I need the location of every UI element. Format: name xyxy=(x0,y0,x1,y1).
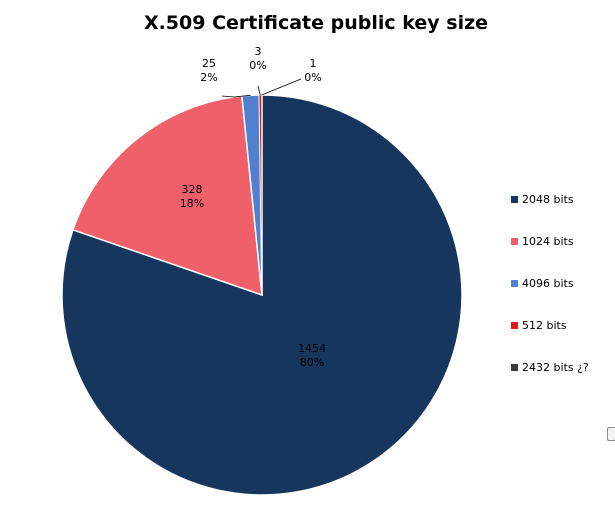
data-label-percent-2048-bits: 80% xyxy=(300,356,324,369)
legend-label-2432-bits: 2432 bits ¿? xyxy=(522,361,589,374)
legend-label-1024-bits: 1024 bits xyxy=(522,235,574,248)
chart-resize-handle[interactable] xyxy=(607,427,615,441)
data-label-value-1024-bits: 328 xyxy=(182,183,203,196)
leader-line-2432-bits xyxy=(261,78,302,96)
legend-item-1024-bits: 1024 bits xyxy=(511,235,574,248)
legend-item-2432-bits: 2432 bits ¿? xyxy=(511,361,589,374)
data-label-percent-1024-bits: 18% xyxy=(180,197,204,210)
chart-title: X.509 Certificate public key size xyxy=(144,12,488,34)
data-label-value-512-bits: 3 xyxy=(255,45,262,58)
data-label-value-4096-bits: 25 xyxy=(202,57,216,70)
legend-swatch-4096-bits xyxy=(511,280,518,287)
legend-label-4096-bits: 4096 bits xyxy=(522,277,574,290)
slice-1024-bits xyxy=(71,95,263,297)
legend-label-2048-bits: 2048 bits xyxy=(522,193,574,206)
data-label-percent-512-bits: 0% xyxy=(249,59,266,72)
legend-item-2048-bits: 2048 bits xyxy=(511,193,574,206)
legend-swatch-2048-bits xyxy=(511,196,518,203)
legend-label-512-bits: 512 bits xyxy=(522,319,567,332)
leader-line-4096-bits xyxy=(221,94,251,98)
pie-slices xyxy=(61,94,463,496)
legend-swatch-2432-bits xyxy=(511,364,518,371)
legend: 2048 bits 1024 bits 4096 bits 512 bits 2432 … xyxy=(511,193,589,374)
legend-item-512-bits: 512 bits xyxy=(511,319,567,332)
legend-item-4096-bits: 4096 bits xyxy=(511,277,574,290)
data-label-percent-4096-bits: 2% xyxy=(200,71,217,84)
leader-line-512-bits xyxy=(257,85,261,96)
data-label-value-2432-bits: 1 xyxy=(310,57,317,70)
legend-swatch-1024-bits xyxy=(511,238,518,245)
data-label-percent-2432-bits: 0% xyxy=(304,71,321,84)
data-label-value-2048-bits: 1454 xyxy=(298,342,326,355)
legend-swatch-512-bits xyxy=(511,322,518,329)
leader-lines xyxy=(221,78,302,98)
